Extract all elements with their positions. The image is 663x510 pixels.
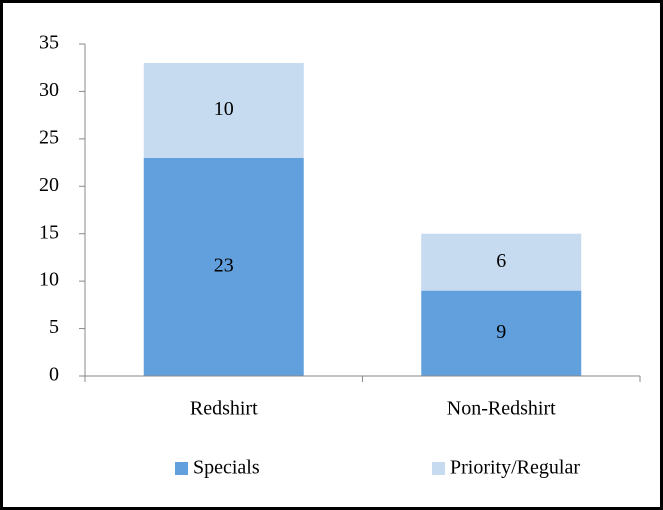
legend-label: Specials bbox=[193, 457, 260, 479]
x-tick-label: Non-Redshirt bbox=[447, 398, 556, 420]
legend-swatch bbox=[175, 462, 188, 475]
y-tick-label: 10 bbox=[39, 269, 59, 291]
y-tick-label: 25 bbox=[39, 126, 59, 148]
data-label: 6 bbox=[496, 250, 506, 272]
y-tick-label: 0 bbox=[49, 364, 59, 386]
y-tick-label: 5 bbox=[49, 316, 59, 338]
y-tick-label: 20 bbox=[39, 174, 59, 196]
legend-swatch bbox=[432, 462, 445, 475]
y-tick-label: 35 bbox=[39, 32, 59, 54]
y-tick-label: 15 bbox=[39, 221, 59, 243]
data-label: 9 bbox=[496, 321, 506, 343]
legend-label: Priority/Regular bbox=[450, 457, 580, 479]
bar-segment bbox=[143, 62, 304, 158]
bar-segment bbox=[421, 233, 582, 291]
bar-segment bbox=[143, 157, 304, 376]
data-label: 23 bbox=[214, 255, 234, 277]
y-tick-label: 30 bbox=[39, 79, 59, 101]
data-label: 10 bbox=[214, 98, 234, 120]
x-tick-label: Redshirt bbox=[190, 398, 258, 420]
bar-segment bbox=[421, 290, 582, 376]
